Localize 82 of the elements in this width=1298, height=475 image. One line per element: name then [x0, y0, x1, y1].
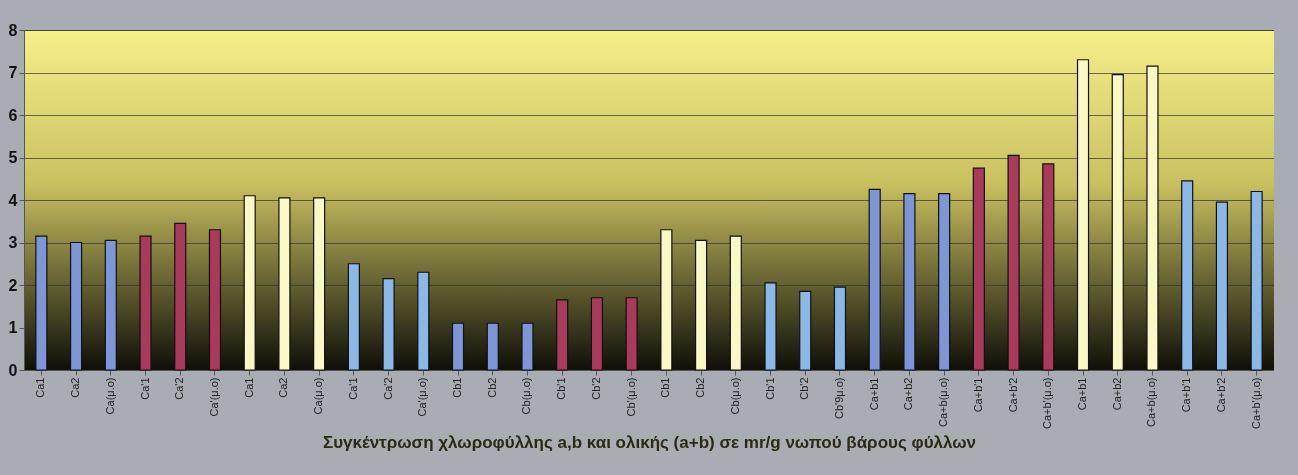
- bar: [208, 229, 222, 371]
- x-tick-label: Ca'2: [381, 377, 394, 400]
- bar: [243, 195, 256, 371]
- x-tick-label: Ca+b'2: [1214, 377, 1227, 413]
- x-tick-label: Cb'2: [589, 377, 602, 400]
- x-tick-label: Cb2: [694, 377, 707, 398]
- x-tick-label: Cb(μ.ο): [728, 377, 741, 415]
- bar: [799, 290, 812, 371]
- x-tick-label: Ca'1: [346, 377, 359, 400]
- x-tick-label: Ca+b'1: [971, 377, 984, 413]
- bar: [833, 286, 847, 371]
- x-tick-label: Ca'2: [173, 377, 186, 400]
- y-tick-label: 4: [8, 191, 18, 209]
- bar: [972, 167, 985, 371]
- x-tick-label: Cb'(μ.ο): [624, 377, 637, 417]
- x-tick-label: Ca'(μ.ο): [207, 377, 220, 417]
- x-tick-label: Ca+b'(μ.ο): [1041, 377, 1054, 430]
- bar: [1181, 180, 1194, 371]
- bar: [903, 193, 916, 371]
- bar: [174, 222, 187, 371]
- bar: [35, 235, 48, 371]
- x-tick-label: Ca'(μ.ο): [416, 377, 429, 417]
- x-tick-label: Ca+b(μ.ο): [937, 377, 950, 427]
- bar: [660, 229, 673, 371]
- bar: [382, 278, 395, 371]
- x-tick-label: Ca(μ.ο): [312, 377, 325, 415]
- bar: [139, 235, 152, 371]
- bar: [347, 263, 360, 371]
- y-tick-label: 3: [8, 234, 18, 251]
- x-tick-label: Ca+b'2: [1006, 377, 1019, 413]
- bar: [1076, 59, 1090, 371]
- bar: [868, 188, 881, 371]
- bar: [313, 197, 326, 371]
- bar: [694, 239, 708, 371]
- bar: [417, 271, 430, 371]
- bar: [104, 239, 117, 371]
- x-tick-label: Ca'1: [138, 377, 151, 400]
- x-tick-label: Ca+b2: [1110, 377, 1123, 411]
- x-tick-label: Cb'1: [555, 377, 568, 400]
- bar: [764, 282, 777, 371]
- bar: [486, 322, 499, 371]
- bar: [1215, 201, 1229, 371]
- y-tick-label: 5: [8, 149, 18, 166]
- x-tick-label: Cb2: [485, 377, 498, 398]
- x-axis-title: Συγκέντρωση χλωροφύλλης a,b και ολικής (a+b) σε mr/g νωπού βάρους φύλλων: [322, 433, 977, 453]
- bar: [451, 322, 465, 371]
- x-tick-label: Ca+b(μ.ο): [1145, 377, 1158, 427]
- x-tick-label: Cb1: [451, 377, 464, 398]
- x-tick-label: Cb1: [659, 377, 672, 398]
- bar: [1111, 74, 1124, 371]
- x-tick-label: Ca+b1: [867, 377, 880, 411]
- bar: [729, 235, 742, 371]
- y-tick-label: 8: [8, 21, 18, 39]
- bar: [938, 193, 951, 371]
- x-tick-label: Ca(μ.ο): [103, 377, 116, 415]
- bar: [590, 297, 604, 371]
- y-tick-label: 2: [8, 276, 18, 294]
- bar: [1250, 190, 1263, 371]
- x-tick-label: Ca2: [277, 377, 290, 398]
- x-tick-label: Ca1: [34, 377, 47, 398]
- x-tick-label: Ca+b1: [1076, 377, 1089, 411]
- y-tick-label: 6: [8, 106, 18, 124]
- bar: [1146, 65, 1159, 371]
- x-tick-label: Ca2: [69, 377, 82, 398]
- bar: [625, 297, 638, 371]
- y-tick-label: 0: [8, 361, 18, 379]
- x-tick-label: Cb'9μ.ο): [832, 377, 845, 419]
- x-tick-label: Cb(μ.ο): [520, 377, 533, 415]
- x-tick-label: Ca1: [242, 377, 255, 398]
- x-tick-label: Cb'2: [798, 377, 811, 400]
- bar: [556, 299, 569, 371]
- y-tick-label: 7: [8, 64, 18, 81]
- bar: [1042, 163, 1055, 371]
- bar: [278, 197, 291, 371]
- x-tick-label: Ca+b'(μ.ο): [1249, 377, 1262, 430]
- x-tick-label: Ca+b2: [902, 377, 915, 411]
- bar: [521, 322, 534, 371]
- bar: [1007, 154, 1020, 371]
- x-tick-label: Cb'1: [763, 377, 776, 400]
- x-tick-label: Ca+b'1: [1180, 377, 1193, 413]
- y-tick-label: 1: [8, 319, 18, 336]
- bar: [69, 241, 83, 371]
